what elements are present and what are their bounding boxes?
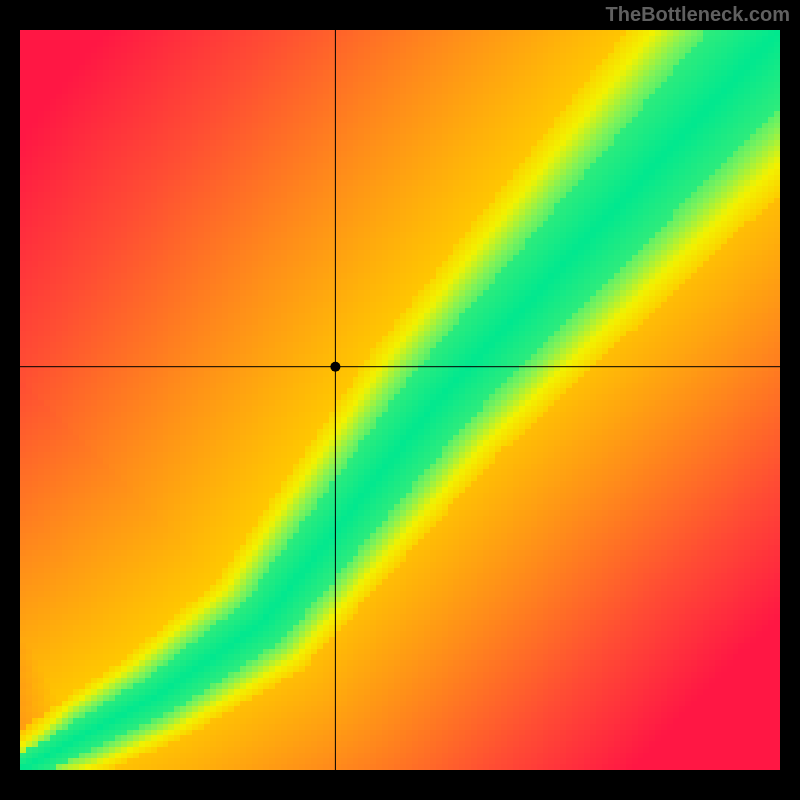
bottleneck-heatmap (0, 0, 800, 800)
chart-container: TheBottleneck.com (0, 0, 800, 800)
attribution-label: TheBottleneck.com (606, 4, 790, 27)
